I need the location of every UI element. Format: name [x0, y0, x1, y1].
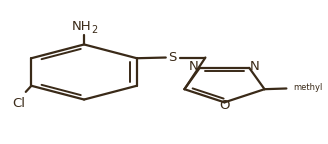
Text: N: N	[250, 60, 260, 73]
Text: O: O	[219, 99, 230, 112]
Text: 2: 2	[91, 25, 97, 35]
Text: Cl: Cl	[12, 97, 25, 110]
Text: methyl: methyl	[294, 83, 323, 92]
Text: N: N	[189, 60, 199, 73]
Text: NH: NH	[72, 20, 92, 33]
Text: S: S	[169, 51, 177, 64]
